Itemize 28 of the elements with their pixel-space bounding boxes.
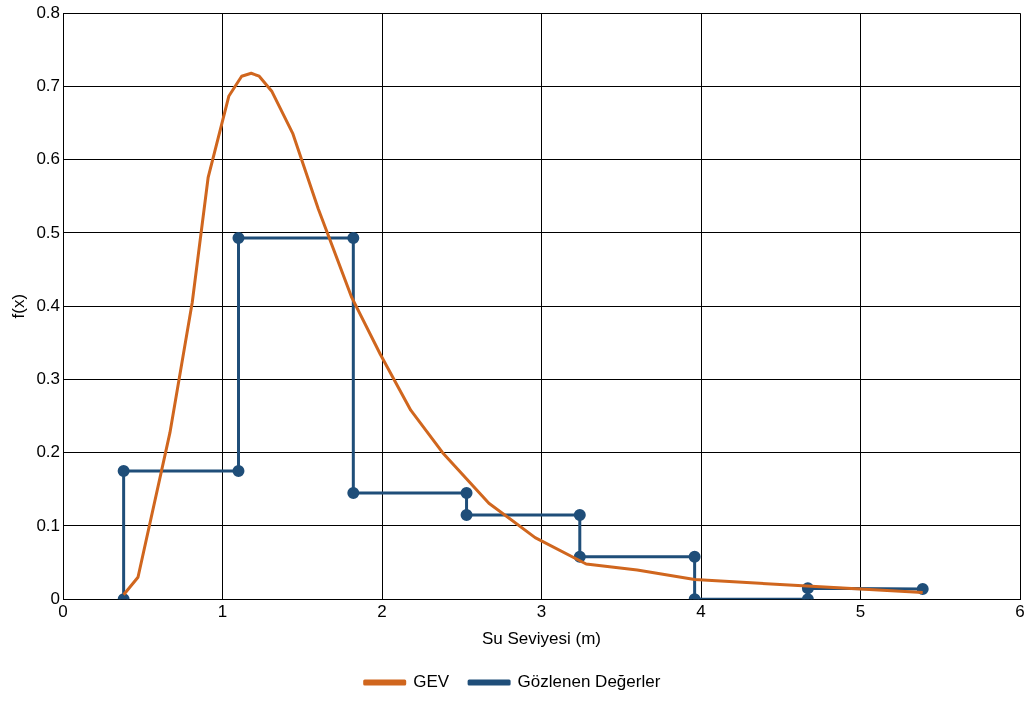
y-tick-label: 0.6 xyxy=(36,149,61,169)
y-tick-label: 0.5 xyxy=(36,222,61,242)
point xyxy=(232,465,245,478)
x-tick-label: 5 xyxy=(855,602,866,622)
point xyxy=(460,486,473,499)
point xyxy=(460,508,473,521)
x-tick-label: 6 xyxy=(1015,602,1025,622)
y-tick-label: 0.8 xyxy=(36,2,61,22)
y-tick-label: 0.2 xyxy=(36,442,61,462)
point xyxy=(117,465,130,478)
y-tick-label: 0.3 xyxy=(36,369,61,389)
x-axis-title: Su Seviyesi (m) xyxy=(482,629,602,649)
point xyxy=(232,232,245,245)
point xyxy=(573,508,586,521)
point xyxy=(347,486,360,499)
legend-label: GEV xyxy=(413,672,450,692)
point xyxy=(347,232,360,245)
x-tick-label: 4 xyxy=(696,602,706,622)
x-tick-label: 1 xyxy=(217,602,228,622)
point xyxy=(916,582,929,595)
point xyxy=(688,550,701,563)
x-tick-label: 2 xyxy=(377,602,387,622)
y-tick-label: 0.1 xyxy=(36,515,61,535)
y-axis-title: f(x) xyxy=(8,293,28,319)
y-tick-label: 0.7 xyxy=(36,76,61,96)
x-tick-label: 3 xyxy=(536,602,547,622)
y-tick-label: 0.4 xyxy=(36,295,61,315)
legend-label: Gözlenen Değerler xyxy=(517,672,661,692)
